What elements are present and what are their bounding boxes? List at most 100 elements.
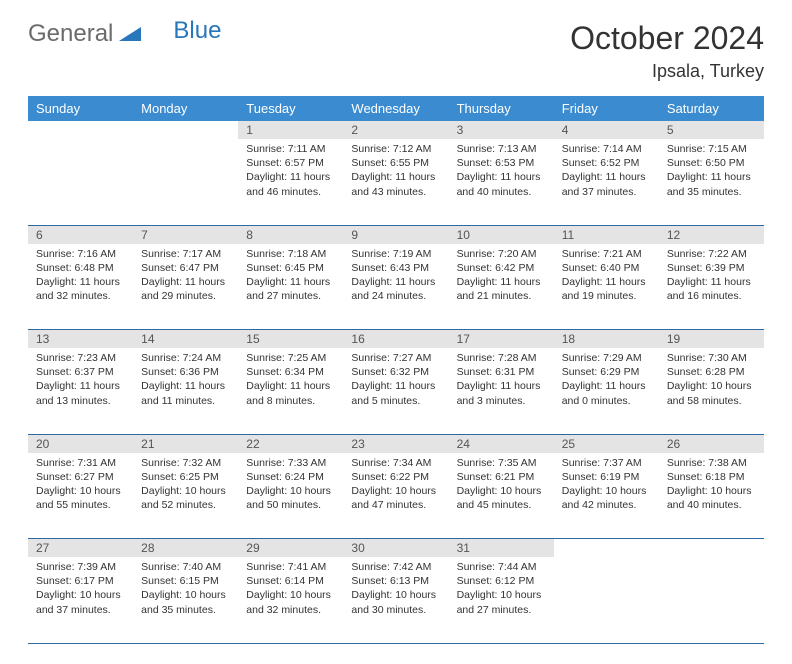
day-body-cell: Sunrise: 7:37 AMSunset: 6:19 PMDaylight:… xyxy=(554,453,659,539)
sunset-text: Sunset: 6:29 PM xyxy=(562,365,651,379)
day-number-cell: 5 xyxy=(659,121,764,139)
day-body-cell: Sunrise: 7:44 AMSunset: 6:12 PMDaylight:… xyxy=(449,557,554,643)
sunrise-text: Sunrise: 7:35 AM xyxy=(457,456,546,470)
daylight-text: Daylight: 10 hours and 45 minutes. xyxy=(457,484,546,512)
day-body-cell: Sunrise: 7:31 AMSunset: 6:27 PMDaylight:… xyxy=(28,453,133,539)
header: General Blue October 2024 Ipsala, Turkey xyxy=(28,20,764,82)
daylight-text: Daylight: 11 hours and 27 minutes. xyxy=(246,275,335,303)
daylight-text: Daylight: 11 hours and 3 minutes. xyxy=(457,379,546,407)
daylight-text: Daylight: 11 hours and 40 minutes. xyxy=(457,170,546,198)
day-body-cell: Sunrise: 7:34 AMSunset: 6:22 PMDaylight:… xyxy=(343,453,448,539)
day-body-cell: Sunrise: 7:12 AMSunset: 6:55 PMDaylight:… xyxy=(343,139,448,225)
sunset-text: Sunset: 6:48 PM xyxy=(36,261,125,275)
day-number-cell: 19 xyxy=(659,330,764,349)
sunrise-text: Sunrise: 7:21 AM xyxy=(562,247,651,261)
sunset-text: Sunset: 6:40 PM xyxy=(562,261,651,275)
sunset-text: Sunset: 6:57 PM xyxy=(246,156,335,170)
day-body-cell xyxy=(28,139,133,225)
day-number-cell: 21 xyxy=(133,434,238,453)
day-number-row: 12345 xyxy=(28,121,764,139)
day-number-cell: 12 xyxy=(659,225,764,244)
sunrise-text: Sunrise: 7:15 AM xyxy=(667,142,756,156)
weekday-header: Wednesday xyxy=(343,96,448,121)
day-body-cell: Sunrise: 7:13 AMSunset: 6:53 PMDaylight:… xyxy=(449,139,554,225)
day-number-cell: 20 xyxy=(28,434,133,453)
daylight-text: Daylight: 11 hours and 43 minutes. xyxy=(351,170,440,198)
day-body-cell: Sunrise: 7:17 AMSunset: 6:47 PMDaylight:… xyxy=(133,244,238,330)
daylight-text: Daylight: 10 hours and 52 minutes. xyxy=(141,484,230,512)
day-number-cell: 4 xyxy=(554,121,659,139)
day-number-cell: 18 xyxy=(554,330,659,349)
sunrise-text: Sunrise: 7:40 AM xyxy=(141,560,230,574)
daylight-text: Daylight: 10 hours and 27 minutes. xyxy=(457,588,546,616)
sunset-text: Sunset: 6:37 PM xyxy=(36,365,125,379)
day-number-cell: 15 xyxy=(238,330,343,349)
sunset-text: Sunset: 6:36 PM xyxy=(141,365,230,379)
sunset-text: Sunset: 6:13 PM xyxy=(351,574,440,588)
day-number-cell: 29 xyxy=(238,539,343,558)
day-number-cell: 17 xyxy=(449,330,554,349)
daylight-text: Daylight: 11 hours and 8 minutes. xyxy=(246,379,335,407)
sunset-text: Sunset: 6:17 PM xyxy=(36,574,125,588)
sunrise-text: Sunrise: 7:13 AM xyxy=(457,142,546,156)
sunset-text: Sunset: 6:31 PM xyxy=(457,365,546,379)
day-body-cell: Sunrise: 7:23 AMSunset: 6:37 PMDaylight:… xyxy=(28,348,133,434)
daylight-text: Daylight: 11 hours and 32 minutes. xyxy=(36,275,125,303)
sunset-text: Sunset: 6:25 PM xyxy=(141,470,230,484)
sunset-text: Sunset: 6:18 PM xyxy=(667,470,756,484)
day-body-cell: Sunrise: 7:41 AMSunset: 6:14 PMDaylight:… xyxy=(238,557,343,643)
day-number-row: 6789101112 xyxy=(28,225,764,244)
sunrise-text: Sunrise: 7:19 AM xyxy=(351,247,440,261)
daylight-text: Daylight: 11 hours and 16 minutes. xyxy=(667,275,756,303)
sunrise-text: Sunrise: 7:14 AM xyxy=(562,142,651,156)
daylight-text: Daylight: 11 hours and 46 minutes. xyxy=(246,170,335,198)
calendar-table: Sunday Monday Tuesday Wednesday Thursday… xyxy=(28,96,764,644)
day-body-row: Sunrise: 7:31 AMSunset: 6:27 PMDaylight:… xyxy=(28,453,764,539)
location: Ipsala, Turkey xyxy=(570,61,764,82)
sunset-text: Sunset: 6:55 PM xyxy=(351,156,440,170)
sunrise-text: Sunrise: 7:16 AM xyxy=(36,247,125,261)
logo: General Blue xyxy=(28,20,193,48)
sunrise-text: Sunrise: 7:38 AM xyxy=(667,456,756,470)
day-number-cell xyxy=(554,539,659,558)
sunrise-text: Sunrise: 7:23 AM xyxy=(36,351,125,365)
sunrise-text: Sunrise: 7:33 AM xyxy=(246,456,335,470)
day-number-cell xyxy=(133,121,238,139)
daylight-text: Daylight: 11 hours and 11 minutes. xyxy=(141,379,230,407)
day-number-cell: 1 xyxy=(238,121,343,139)
sunrise-text: Sunrise: 7:24 AM xyxy=(141,351,230,365)
day-body-cell: Sunrise: 7:40 AMSunset: 6:15 PMDaylight:… xyxy=(133,557,238,643)
daylight-text: Daylight: 11 hours and 5 minutes. xyxy=(351,379,440,407)
day-number-cell: 8 xyxy=(238,225,343,244)
daylight-text: Daylight: 10 hours and 37 minutes. xyxy=(36,588,125,616)
sunrise-text: Sunrise: 7:28 AM xyxy=(457,351,546,365)
sunrise-text: Sunrise: 7:12 AM xyxy=(351,142,440,156)
day-number-cell: 27 xyxy=(28,539,133,558)
sunrise-text: Sunrise: 7:32 AM xyxy=(141,456,230,470)
sunrise-text: Sunrise: 7:29 AM xyxy=(562,351,651,365)
sunrise-text: Sunrise: 7:41 AM xyxy=(246,560,335,574)
day-body-cell: Sunrise: 7:20 AMSunset: 6:42 PMDaylight:… xyxy=(449,244,554,330)
daylight-text: Daylight: 11 hours and 0 minutes. xyxy=(562,379,651,407)
daylight-text: Daylight: 10 hours and 50 minutes. xyxy=(246,484,335,512)
day-body-cell: Sunrise: 7:30 AMSunset: 6:28 PMDaylight:… xyxy=(659,348,764,434)
sunrise-text: Sunrise: 7:30 AM xyxy=(667,351,756,365)
day-body-cell: Sunrise: 7:27 AMSunset: 6:32 PMDaylight:… xyxy=(343,348,448,434)
day-number-cell: 26 xyxy=(659,434,764,453)
weekday-header: Monday xyxy=(133,96,238,121)
day-body-cell: Sunrise: 7:21 AMSunset: 6:40 PMDaylight:… xyxy=(554,244,659,330)
daylight-text: Daylight: 11 hours and 19 minutes. xyxy=(562,275,651,303)
day-body-cell xyxy=(133,139,238,225)
day-body-cell: Sunrise: 7:42 AMSunset: 6:13 PMDaylight:… xyxy=(343,557,448,643)
day-number-cell xyxy=(28,121,133,139)
day-body-cell: Sunrise: 7:39 AMSunset: 6:17 PMDaylight:… xyxy=(28,557,133,643)
weekday-header-row: Sunday Monday Tuesday Wednesday Thursday… xyxy=(28,96,764,121)
sunset-text: Sunset: 6:43 PM xyxy=(351,261,440,275)
logo-triangle-icon xyxy=(119,20,141,48)
weekday-header: Thursday xyxy=(449,96,554,121)
daylight-text: Daylight: 10 hours and 35 minutes. xyxy=(141,588,230,616)
sunrise-text: Sunrise: 7:37 AM xyxy=(562,456,651,470)
day-number-cell: 25 xyxy=(554,434,659,453)
daylight-text: Daylight: 10 hours and 40 minutes. xyxy=(667,484,756,512)
daylight-text: Daylight: 10 hours and 47 minutes. xyxy=(351,484,440,512)
